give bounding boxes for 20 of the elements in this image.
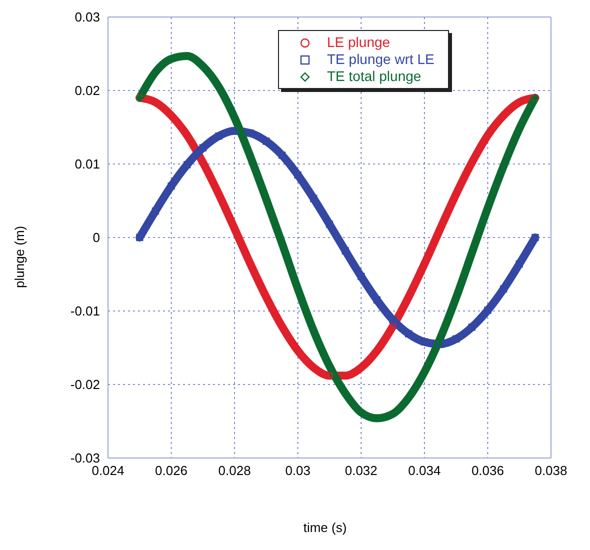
x-tick-label: 0.034 <box>408 463 441 478</box>
y-axis-title: plunge (m) <box>12 226 27 288</box>
y-tick-label: 0.03 <box>74 10 100 25</box>
x-tick-label: 0.032 <box>344 463 378 478</box>
x-tick-label: 0.038 <box>534 463 568 478</box>
x-tick-label: 0.03 <box>285 463 311 478</box>
x-axis-title: time (s) <box>302 520 348 535</box>
y-tick-label: -0.01 <box>70 304 100 319</box>
x-tick-label: 0.024 <box>92 463 124 478</box>
y-tick-label: 0 <box>92 230 100 246</box>
x-tick-label: 0.028 <box>218 463 251 478</box>
x-tick-label: 0.026 <box>155 463 188 478</box>
legend-label: TE total plunge <box>327 68 422 85</box>
y-tick-label: 0.01 <box>74 156 100 172</box>
y-tick-label: 0.02 <box>74 83 100 98</box>
legend-label: LE plunge <box>327 34 390 51</box>
x-tick-label: 0.036 <box>471 463 504 478</box>
y-tick-label: -0.03 <box>70 450 100 466</box>
y-tick-label: -0.02 <box>70 377 100 392</box>
legend-label: TE plunge wrt LE <box>327 51 434 68</box>
